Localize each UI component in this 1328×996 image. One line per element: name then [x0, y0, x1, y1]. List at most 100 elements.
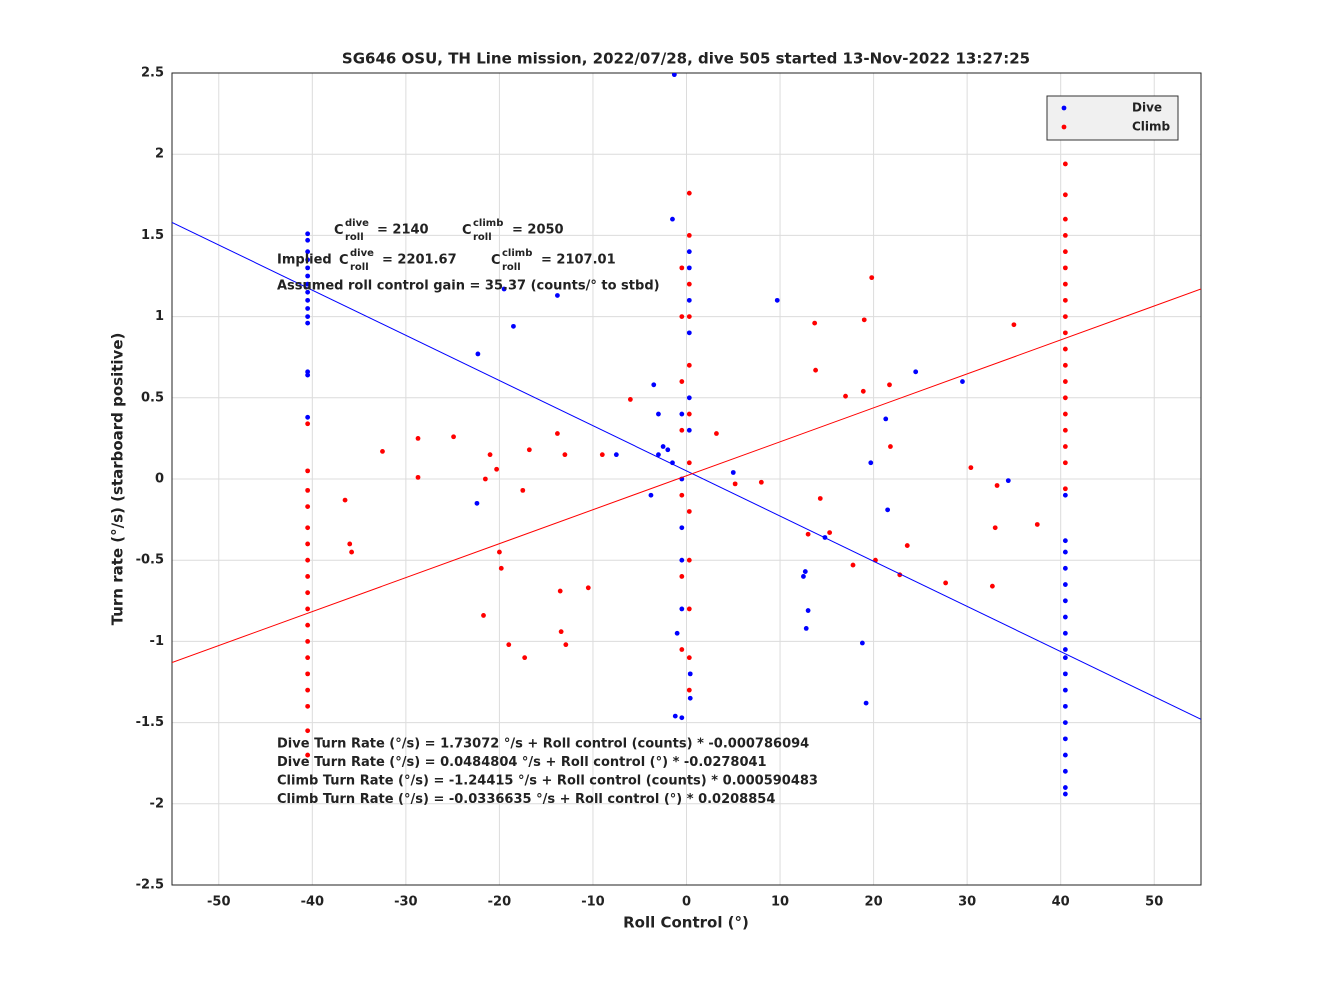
point — [305, 273, 311, 279]
symbol: C — [491, 253, 501, 268]
point — [992, 525, 998, 531]
point — [679, 574, 685, 579]
point — [498, 565, 504, 571]
point — [305, 687, 311, 693]
point — [1062, 379, 1068, 384]
x-tick-label: -30 — [394, 895, 418, 910]
y-tick-label: -1 — [150, 634, 164, 649]
point — [1062, 703, 1068, 709]
point — [686, 460, 692, 466]
point — [501, 286, 507, 292]
implied-prefix: Implied — [277, 253, 332, 268]
point — [1062, 395, 1068, 401]
point — [843, 393, 848, 399]
point — [305, 557, 311, 563]
legend-label: Climb — [1132, 120, 1171, 134]
point — [305, 639, 311, 644]
point — [613, 452, 619, 458]
y-tick-label: 1.5 — [141, 228, 164, 243]
superscript: climb — [473, 218, 503, 229]
point — [305, 372, 311, 378]
x-tick-label: -10 — [581, 895, 605, 910]
point — [887, 382, 892, 388]
legend-marker — [1061, 105, 1067, 111]
point — [305, 414, 311, 420]
point — [943, 580, 949, 586]
point — [758, 479, 764, 485]
plot-frame — [171, 72, 1202, 886]
point — [686, 606, 692, 612]
plot-area — [172, 73, 1201, 797]
point — [686, 427, 692, 433]
coefficient-value: = 2107.01 — [541, 253, 616, 268]
point — [774, 297, 780, 303]
subscript: roll — [473, 232, 492, 243]
superscript: climb — [502, 248, 532, 259]
point — [1062, 297, 1068, 303]
point — [305, 237, 311, 243]
point — [660, 444, 666, 449]
x-tick-label: -50 — [207, 895, 231, 910]
point — [475, 351, 481, 357]
point — [305, 289, 311, 295]
chart-title: SG646 OSU, TH Line mission, 2022/07/28, … — [342, 50, 1030, 68]
point — [305, 574, 311, 579]
point — [1062, 281, 1068, 287]
point — [1062, 486, 1068, 492]
point — [1062, 768, 1068, 774]
point — [1062, 655, 1068, 661]
point — [994, 483, 1000, 488]
point — [487, 452, 493, 458]
point — [904, 543, 910, 548]
point — [648, 492, 654, 498]
point — [679, 492, 685, 498]
y-tick-label: 2.5 — [141, 66, 164, 81]
point — [305, 590, 311, 596]
point — [968, 465, 974, 471]
point — [305, 249, 311, 255]
point — [827, 530, 833, 535]
point — [679, 647, 685, 652]
legend-label: Dive — [1132, 101, 1162, 115]
equation: Climb Turn Rate (°/s) = -0.0336635 °/s +… — [277, 792, 775, 807]
legend-box — [1046, 95, 1179, 141]
point — [305, 468, 311, 474]
coefficient: C — [462, 223, 472, 238]
point — [497, 549, 502, 555]
point — [1062, 785, 1068, 790]
x-tick-label: 40 — [1052, 895, 1070, 910]
x-tick-label: 30 — [958, 895, 976, 910]
point — [305, 231, 311, 237]
y-tick-label: 2 — [155, 147, 164, 162]
point — [1062, 565, 1068, 571]
point — [960, 379, 965, 384]
x-tick-label: 0 — [682, 895, 691, 910]
point — [1062, 346, 1068, 352]
point — [305, 487, 311, 493]
point — [305, 421, 311, 427]
point — [1062, 791, 1068, 797]
point — [599, 452, 605, 458]
point — [555, 431, 560, 436]
point — [656, 411, 661, 417]
point — [1062, 720, 1068, 725]
point — [1005, 478, 1011, 484]
point — [679, 557, 685, 563]
point — [665, 447, 671, 453]
point — [686, 265, 692, 271]
point — [1062, 492, 1068, 498]
point — [802, 569, 808, 574]
y-tick-label: 0.5 — [141, 390, 164, 405]
fit-line — [172, 221, 1201, 720]
point — [1062, 687, 1068, 693]
point — [1062, 736, 1068, 742]
point — [679, 379, 685, 384]
subscript: roll — [502, 262, 521, 273]
point — [1062, 752, 1068, 758]
point — [869, 275, 875, 281]
point — [305, 297, 311, 303]
point — [1062, 330, 1068, 336]
point — [627, 397, 633, 402]
x-tick-label: -40 — [301, 895, 325, 910]
